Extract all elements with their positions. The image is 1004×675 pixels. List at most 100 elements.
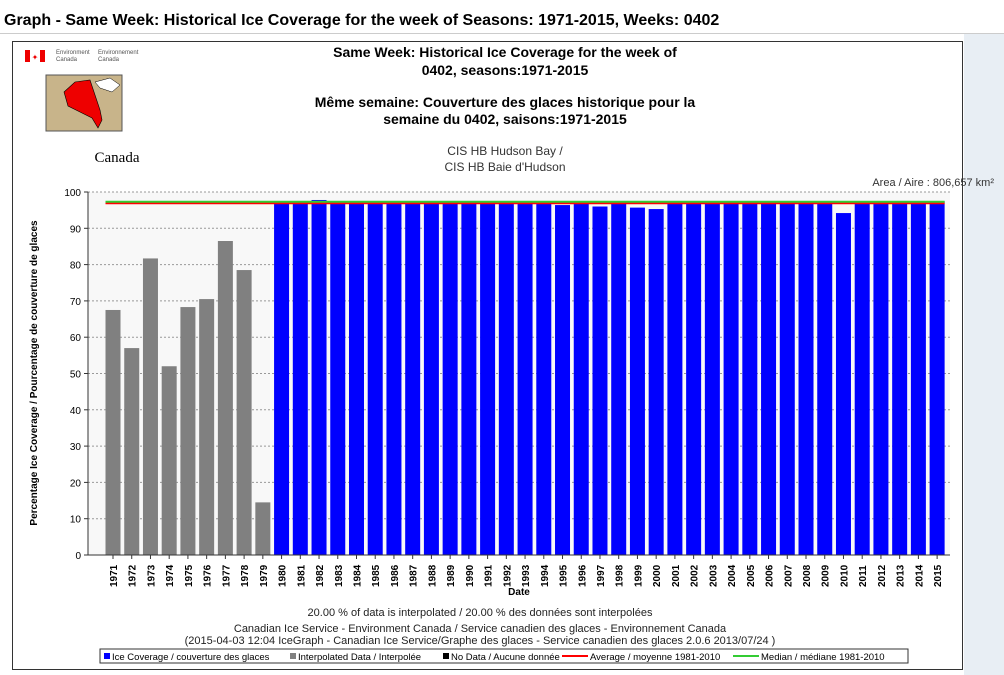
legend: Ice Coverage / couverture des glaces Int… <box>99 648 909 664</box>
x-tick-label: 1980 <box>278 564 289 587</box>
bar-1976 <box>199 299 215 555</box>
x-tick-label: 1992 <box>502 564 513 587</box>
bar-1980 <box>274 203 290 555</box>
svg-text:Environment: Environment <box>56 50 90 56</box>
bar-1975 <box>180 307 196 555</box>
x-tick-label: 1999 <box>633 564 644 587</box>
svg-text:✦: ✦ <box>32 53 39 62</box>
x-tick-label: 2014 <box>914 564 925 587</box>
bar-2005 <box>742 203 758 555</box>
x-axis-label: Date <box>508 587 530 598</box>
divider <box>0 33 1004 34</box>
bar-1984 <box>348 203 364 555</box>
bar-1993 <box>517 203 533 555</box>
x-tick-label: 1990 <box>465 564 476 587</box>
x-tick-label: 1976 <box>203 564 214 587</box>
title-fr-line1: Même semaine: Couverture des glaces hist… <box>315 94 696 110</box>
x-tick-label: 1981 <box>296 564 307 587</box>
x-tick-label: 1982 <box>315 564 326 587</box>
bar-1998 <box>611 203 627 555</box>
x-tick-label: 1977 <box>221 564 232 587</box>
y-axis-label: Percentage Ice Coverage / Pourcentage de… <box>29 220 40 526</box>
bar-1996 <box>573 203 589 555</box>
x-tick-label: 2013 <box>896 564 907 587</box>
canada-wordmark: Canada <box>95 150 140 166</box>
legend-median: Median / médiane 1981-2010 <box>761 652 885 663</box>
x-tick-label: 1996 <box>577 564 588 587</box>
legend-average: Average / moyenne 1981-2010 <box>590 652 720 663</box>
bar-2013 <box>892 203 908 555</box>
x-tick-label: 1994 <box>540 564 551 587</box>
bar-2002 <box>686 203 702 555</box>
legend-swatch-interpolated <box>290 653 296 659</box>
x-tick-label: 2006 <box>765 564 776 587</box>
title-en-line2: 0402, seasons:1971-2015 <box>422 62 589 78</box>
bar-2004 <box>723 203 739 555</box>
legend-ice: Ice Coverage / couverture des glaces <box>112 652 270 663</box>
hudson-bay-map-icon <box>45 74 123 132</box>
bar-2012 <box>873 203 889 555</box>
footer-interpolated: 20.00 % of data is interpolated / 20.00 … <box>308 607 653 619</box>
x-tick-label: 2000 <box>652 564 663 587</box>
bar-1999 <box>629 207 645 555</box>
x-tick-label: 2002 <box>690 564 701 587</box>
x-tick-label: 1986 <box>390 564 401 587</box>
bar-1995 <box>555 205 571 555</box>
bar-1989 <box>442 203 458 555</box>
bar-1973 <box>142 258 158 555</box>
x-tick-label: 1993 <box>521 564 532 587</box>
x-tick-label: 2008 <box>802 564 813 587</box>
x-tick-label: 1985 <box>371 564 382 587</box>
title-en-line1: Same Week: Historical Ice Coverage for t… <box>333 44 677 60</box>
y-tick-label: 30 <box>70 442 82 453</box>
x-tick-label: 1997 <box>596 564 607 587</box>
bar-2008 <box>798 203 814 555</box>
x-tick-label: 2004 <box>727 564 738 587</box>
x-tick-label: 2001 <box>671 564 682 587</box>
bar-2015 <box>929 201 945 555</box>
title-fr-line2: semaine du 0402, saisons:1971-2015 <box>383 111 627 127</box>
y-tick-label: 70 <box>70 297 82 308</box>
window-title: Graph - Same Week: Historical Ice Covera… <box>4 12 720 29</box>
x-tick-label: 2005 <box>746 564 757 587</box>
side-panel <box>964 34 1004 675</box>
x-tick-label: 2009 <box>821 564 832 587</box>
x-tick-label: 1991 <box>484 564 495 587</box>
legend-nodata: No Data / Aucune donnée <box>451 652 560 663</box>
y-tick-label: 50 <box>70 370 82 381</box>
x-tick-label: 1987 <box>409 564 420 587</box>
x-tick-label: 1972 <box>128 564 139 587</box>
y-tick-label: 40 <box>70 406 82 417</box>
x-tick-label: 2015 <box>933 564 944 587</box>
bar-1982 <box>311 199 327 555</box>
x-tick-label: 1979 <box>259 564 270 587</box>
x-tick-label: 1975 <box>184 564 195 587</box>
footer-version: (2015-04-03 12:04 IceGraph - Canadian Ic… <box>185 635 776 647</box>
bar-2014 <box>910 203 926 555</box>
bar-1971 <box>105 309 121 555</box>
x-tick-label: 1971 <box>109 564 120 587</box>
footer-service: Canadian Ice Service - Environment Canad… <box>234 623 727 635</box>
y-tick-label: 10 <box>70 515 82 526</box>
bar-1988 <box>423 203 439 555</box>
bar-1985 <box>367 203 383 555</box>
area-label: Area / Aire : 806,657 km² <box>872 177 994 189</box>
bar-1992 <box>498 203 514 555</box>
bar-1972 <box>124 348 140 555</box>
x-tick-label: 1984 <box>352 564 363 587</box>
svg-text:Environnement: Environnement <box>98 50 139 56</box>
bar-2006 <box>761 203 777 555</box>
bar-1978 <box>236 270 252 555</box>
bar-1991 <box>480 203 496 555</box>
y-tick-label: 100 <box>64 188 81 199</box>
bar-2000 <box>648 209 664 555</box>
x-tick-label: 1978 <box>240 564 251 587</box>
bar-1977 <box>217 241 233 555</box>
y-tick-label: 0 <box>75 551 81 562</box>
bar-2007 <box>779 203 795 555</box>
region-line1: CIS HB Hudson Bay / <box>447 144 563 158</box>
bar-1974 <box>161 366 177 555</box>
x-tick-label: 2011 <box>858 565 869 587</box>
